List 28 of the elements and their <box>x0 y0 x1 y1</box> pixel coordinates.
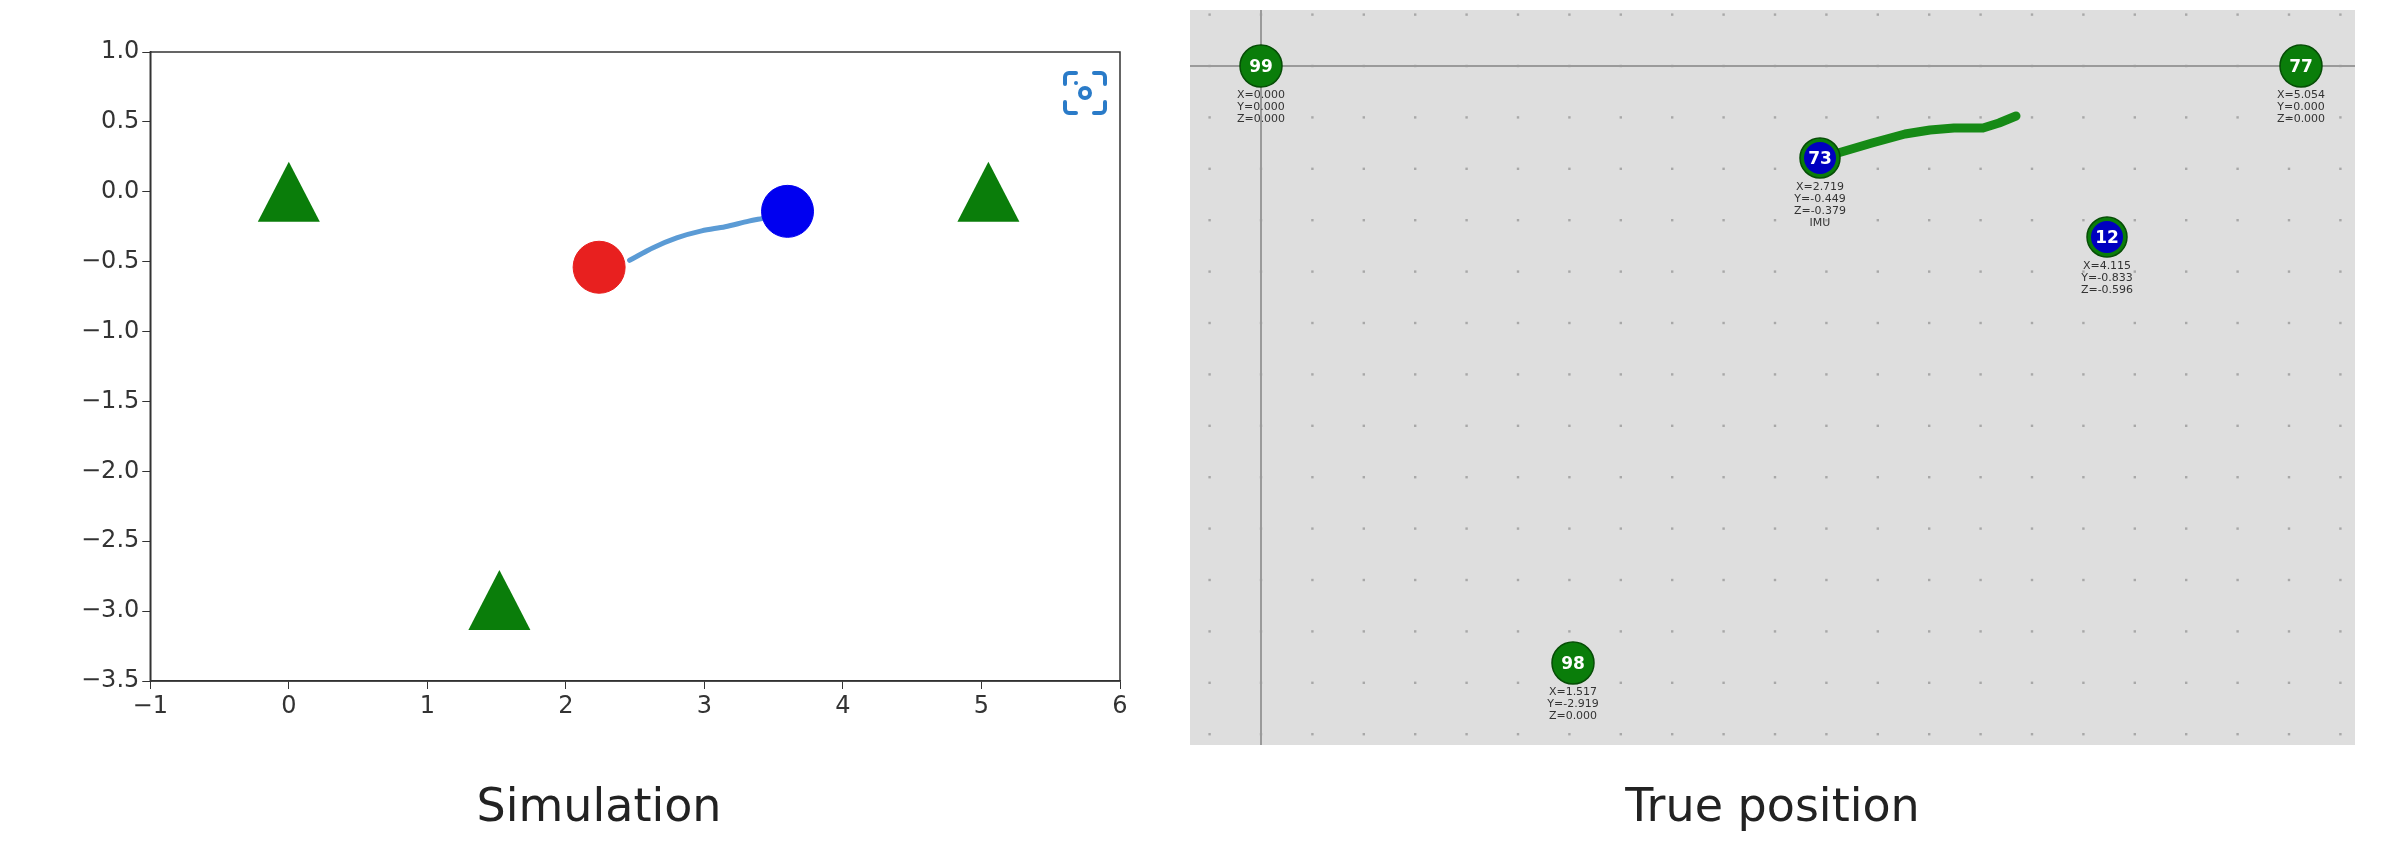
x-tick-label: 6 <box>1112 690 1128 719</box>
x-tick-label: 4 <box>835 690 851 719</box>
text: 77 X=5.054 Y=0.000 Z=0.000 <box>2276 56 2326 125</box>
y-tick-label: 0.5 <box>101 106 140 135</box>
text: 98 X=1.517 Y=-2.919 Z=0.000 <box>1547 653 1599 722</box>
y-tick-label: −2.0 <box>81 455 140 484</box>
point <box>957 161 1020 222</box>
x-tick-label: 5 <box>973 690 990 719</box>
point <box>761 184 815 238</box>
text: True position <box>1625 778 1920 832</box>
text: 73 X=2.719 Y=-0.449 Z=-0.379 IMU <box>1793 148 1847 229</box>
point <box>572 240 626 294</box>
y-tick-label: −1.5 <box>81 385 140 414</box>
y-tick-label: −0.5 <box>81 245 140 274</box>
x-tick-label: 3 <box>696 690 713 719</box>
x-tick-label: 0 <box>281 690 297 719</box>
x-tick-label: 1 <box>419 690 435 719</box>
y-tick-label: −1.0 <box>81 315 140 344</box>
y-tick-label: −3.0 <box>81 595 140 624</box>
text: 99 X=0.000 Y=0.000 Z=0.000 <box>1236 56 1286 125</box>
y-tick-label: −2.5 <box>81 525 140 554</box>
point <box>468 569 531 630</box>
point <box>257 161 320 222</box>
y-tick-label: 0.0 <box>101 176 140 205</box>
y-tick-label: 1.0 <box>101 36 140 65</box>
text: 12 X=4.115 Y=-0.833 Z=-0.596 <box>2080 227 2134 296</box>
text: Simulation <box>476 778 722 833</box>
x-tick-label: 2 <box>558 690 574 719</box>
